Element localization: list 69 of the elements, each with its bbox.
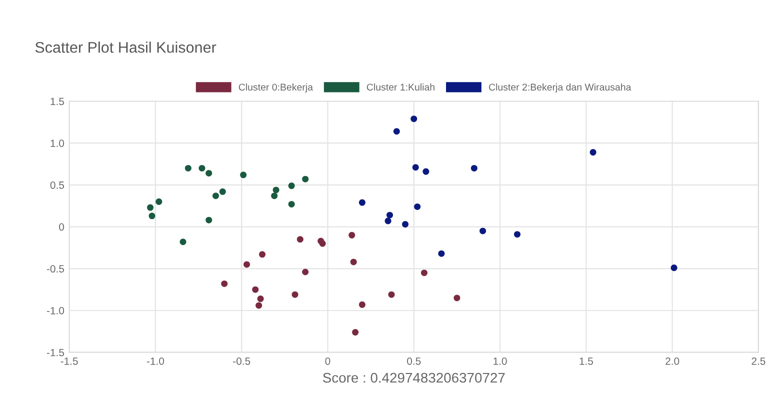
x-tick-label: 0 (325, 357, 330, 365)
point (296, 236, 304, 243)
point (147, 204, 154, 211)
point (257, 296, 264, 302)
x-tick-label: 0.5 (407, 357, 421, 365)
point (358, 199, 366, 206)
point (184, 164, 192, 172)
x-tick-label: 1.5 (580, 358, 593, 365)
point (480, 228, 486, 234)
point (221, 280, 228, 287)
point (252, 286, 259, 293)
point (402, 221, 409, 228)
point (288, 182, 295, 190)
point (358, 301, 366, 308)
point (271, 192, 278, 200)
legend-label: Cluster 0:Bekerja (238, 83, 313, 92)
point (454, 294, 460, 302)
y-tick-label: 1.5 (50, 98, 64, 106)
point (514, 231, 521, 238)
point (410, 116, 418, 122)
point (259, 251, 266, 258)
point (198, 164, 206, 172)
point (590, 149, 596, 156)
legend-label: Cluster 2:Bekerja dan Wirausaha (489, 83, 632, 92)
x-axis-title: Score : 0.4297483206370727 (323, 372, 505, 383)
point (292, 291, 298, 298)
point (422, 168, 430, 175)
point (148, 212, 156, 220)
point (244, 261, 250, 268)
point (670, 264, 678, 272)
x-tick-label: -1.5 (60, 358, 78, 365)
point (206, 170, 212, 176)
y-tick-label: -1.0 (46, 307, 64, 314)
point (256, 302, 262, 309)
y-tick-label: 0.5 (50, 181, 64, 189)
x-tick-label: 2.5 (752, 357, 766, 365)
point (219, 188, 226, 195)
point (386, 212, 394, 218)
point (393, 128, 400, 135)
point (180, 238, 186, 246)
point (352, 329, 359, 336)
point (384, 218, 392, 224)
point (302, 268, 309, 276)
point (272, 186, 280, 194)
x-tick-label: -1.0 (146, 357, 164, 365)
point (414, 203, 421, 210)
point (302, 176, 309, 182)
point (348, 232, 356, 238)
point (156, 198, 162, 205)
point (288, 200, 295, 208)
y-tick-label: -0.5 (46, 265, 64, 273)
y-tick-label: -1.5 (46, 348, 64, 356)
point (412, 164, 419, 171)
point (470, 164, 478, 172)
y-tick-label: 0 (59, 223, 64, 231)
legend-label: Cluster 1:Kuliah (366, 83, 434, 91)
point (212, 192, 219, 200)
point (420, 270, 428, 276)
point (438, 250, 445, 257)
point (388, 291, 395, 298)
x-tick-label: -0.5 (233, 357, 250, 365)
x-tick-label: 2.0 (666, 357, 680, 365)
point (206, 216, 212, 224)
point (240, 172, 247, 178)
y-tick-label: 1.0 (50, 140, 64, 147)
x-tick-label: 1.0 (494, 357, 507, 365)
chart-title: Scatter Plot Hasil Kuisoner (35, 42, 216, 53)
point (350, 258, 357, 266)
point (319, 240, 326, 247)
